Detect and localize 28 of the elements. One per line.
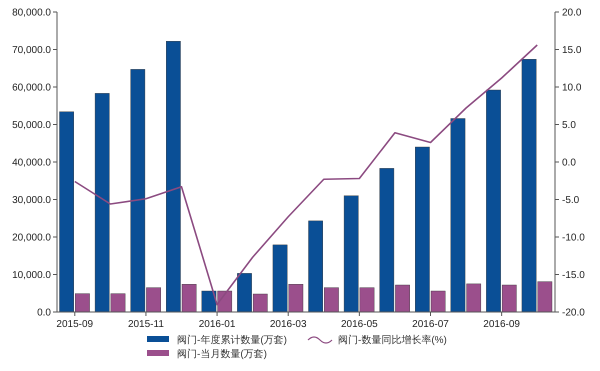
y2-tick-label: -5.0 <box>562 195 580 206</box>
legend-label: 阀门-年度累计数量(万套) <box>177 334 287 346</box>
x-tick-label: 2016-07 <box>412 319 450 330</box>
y-tick-label: 70,000.0 <box>12 45 52 56</box>
y-tick-label: 60,000.0 <box>12 82 52 94</box>
y2-tick-label: 15.0 <box>562 45 582 56</box>
legend-label: 阀门-数量同比增长率(%) <box>338 334 447 346</box>
y2-tick-label: -15.0 <box>562 270 586 281</box>
y2-tick-label: 10.0 <box>562 82 582 94</box>
y2-tick-label: 0.0 <box>562 158 576 168</box>
y-tick-label: 20,000.0 <box>12 232 52 244</box>
y-tick-label: 50,000.0 <box>12 120 52 131</box>
y2-tick-label: -20.0 <box>562 308 586 318</box>
y-tick-label: 40,000.0 <box>12 158 52 168</box>
x-tick-label: 2016-09 <box>483 319 520 330</box>
x-tick-label: 2016-01 <box>198 319 236 330</box>
legend-label: 阀门-当月数量(万套) <box>177 348 267 360</box>
y-tick-label: 10,000.0 <box>12 270 52 281</box>
y2-tick-label: 20.0 <box>562 8 582 18</box>
y2-tick-label: 5.0 <box>562 120 576 131</box>
y-tick-label: 80,000.0 <box>12 8 52 18</box>
y2-tick-label: -10.0 <box>562 232 586 244</box>
x-tick-label: 2015-11 <box>128 319 164 330</box>
x-tick-label: 2015-09 <box>56 319 94 330</box>
x-tick-label: 2016-05 <box>341 319 378 330</box>
y-tick-label: 30,000.0 <box>12 195 52 206</box>
y-tick-label: 0.0 <box>37 308 52 318</box>
x-tick-label: 2016-03 <box>270 319 307 330</box>
